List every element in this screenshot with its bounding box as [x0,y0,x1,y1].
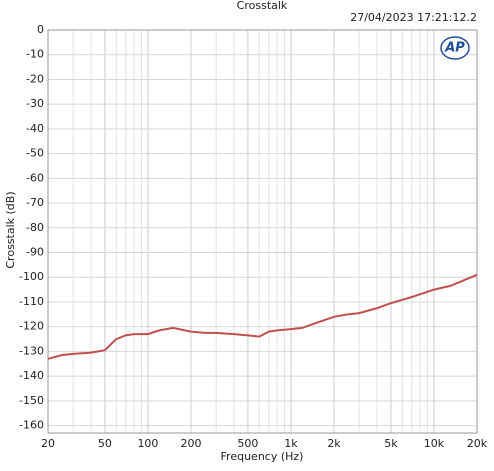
x-tick-label: 100 [137,437,158,450]
logo-text: AP [444,41,465,56]
x-tick-label: 10k [424,437,445,450]
x-tick-label: 500 [237,437,258,450]
y-tick-label: -50 [26,147,44,160]
x-tick-label: 20k [467,437,488,450]
x-tick-label: 200 [181,437,202,450]
y-tick-label: -120 [19,320,44,333]
x-tick-label: 5k [384,437,398,450]
x-tick-label: 50 [98,437,112,450]
x-tick-label: 20 [41,437,55,450]
y-tick-label: -80 [26,221,44,234]
timestamp: 27/04/2023 17:21:12.2 [350,11,477,24]
x-tick-label: 2k [327,437,341,450]
y-tick-label: -100 [19,270,44,283]
y-tick-label: -150 [19,394,44,407]
x-axis-label: Frequency (Hz) [221,450,304,463]
y-tick-label: -20 [26,72,44,85]
y-tick-label: -110 [19,295,44,308]
y-tick-label: -40 [26,122,44,135]
logo-ring [440,36,470,60]
y-tick-label: -10 [26,48,44,61]
x-tick-label: 1k [284,437,298,450]
logo: AP [440,36,470,60]
y-tick-label: -70 [26,196,44,209]
y-tick-label: -140 [19,369,44,382]
y-tick-label: -130 [19,344,44,357]
chart-title: Crosstalk [237,0,288,12]
data-line [47,273,478,360]
y-tick-label: -60 [26,171,44,184]
y-tick-label: -160 [19,419,44,432]
y-tick-label: -90 [26,246,44,259]
y-tick-label: 0 [37,23,44,36]
plot-frame [47,29,478,434]
y-tick-label: -30 [26,97,44,110]
y-axis-label: Crosstalk (dB) [4,191,17,268]
